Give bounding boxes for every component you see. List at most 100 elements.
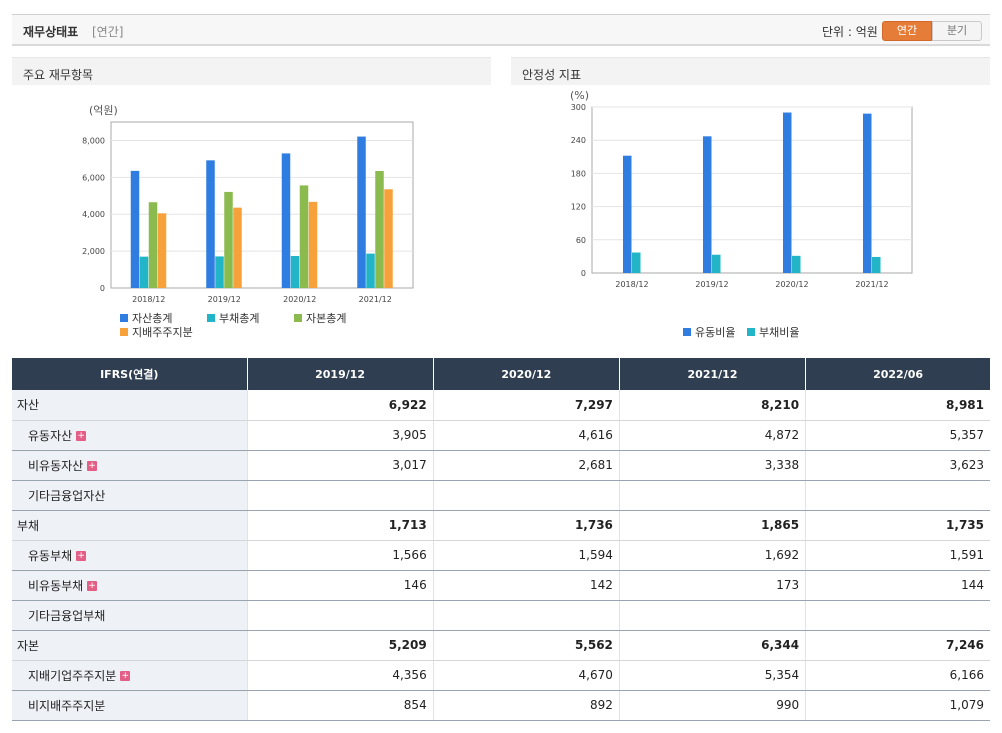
- legend-label: 부채비율: [759, 326, 799, 339]
- value-cell: 5,209: [246, 630, 434, 661]
- header-period-cell: 2021/12: [618, 358, 806, 390]
- bar: [290, 255, 300, 288]
- table-header-row: IFRS(연결) 2019/12 2020/12 2021/12 2022/06: [12, 358, 990, 390]
- value-cell: 854: [246, 690, 434, 721]
- bar: [206, 160, 215, 288]
- value-cell: 1,594: [432, 540, 620, 571]
- value-cell: 3,905: [246, 420, 434, 451]
- value-cell: [432, 600, 620, 631]
- legend-label: 부채총계: [219, 312, 259, 325]
- value-cell: 5,354: [618, 660, 806, 691]
- bar: [130, 170, 140, 288]
- x-tick-label: 2020/12: [283, 295, 316, 304]
- row-label-text: 비유동부채: [28, 578, 84, 593]
- row-label: 부채: [12, 510, 247, 541]
- stability-chart: (%) 0 60 120 180 240 300 2018/12 2019/12 2020/12 2…: [570, 89, 913, 339]
- bar: [872, 256, 881, 273]
- row-label[interactable]: 비유동부채 +: [12, 570, 247, 601]
- expand-icon[interactable]: +: [87, 581, 98, 591]
- x-tick-label: 2019/12: [695, 280, 728, 289]
- bar: [712, 254, 721, 273]
- value-cell: [618, 600, 806, 631]
- table-row: 유동부채 +1,566 1,594 1,692 1,591: [12, 540, 990, 571]
- value-cell: 1,079: [805, 690, 990, 721]
- value-cell: 8,210: [618, 390, 806, 421]
- legend-label: 지배주주지분: [132, 326, 193, 339]
- row-label-text: 비유동자산: [28, 458, 84, 473]
- panel-title: 주요 재무항목: [12, 57, 491, 85]
- expand-icon[interactable]: +: [87, 461, 98, 471]
- table-row: 기타금융업부채: [12, 600, 990, 631]
- table-row: 비지배주주지분 854 892 990 1,079: [12, 690, 990, 721]
- value-cell: 6,922: [246, 390, 434, 421]
- value-cell: 4,356: [246, 660, 434, 691]
- value-cell: 6,344: [618, 630, 806, 661]
- value-cell: 144: [805, 570, 990, 601]
- row-label-text: 기타금융업자산: [28, 488, 106, 503]
- bar: [783, 112, 792, 274]
- section-header: 재무상태표 [연간] 단위 : 억원 연간 분기: [12, 14, 990, 46]
- expand-icon[interactable]: +: [76, 431, 87, 441]
- value-cell: 4,616: [432, 420, 620, 451]
- row-label-text: 부채: [17, 518, 40, 533]
- value-cell: 5,562: [432, 630, 620, 661]
- row-label-text: 자산: [17, 398, 40, 413]
- row-label: 자본: [12, 630, 247, 661]
- legend-label: 자산총계: [132, 312, 172, 325]
- value-cell: 1,735: [805, 510, 990, 541]
- value-cell: 6,166: [805, 660, 990, 691]
- y-axis-label: (억원): [89, 104, 118, 117]
- bar: [366, 253, 375, 288]
- row-label: 자산: [12, 390, 247, 421]
- annual-button[interactable]: 연간: [882, 21, 932, 41]
- quarter-button[interactable]: 분기: [932, 21, 982, 41]
- value-cell: [805, 600, 990, 631]
- y-tick-label: 8,000: [82, 136, 105, 145]
- value-cell: [805, 480, 990, 511]
- row-label[interactable]: 지배기업주주지분 +: [12, 660, 247, 691]
- section-title: 재무상태표: [23, 25, 79, 39]
- y-tick-label: 0: [581, 269, 586, 278]
- table-row: 기타금융업자산: [12, 480, 990, 511]
- plot-area: [591, 106, 913, 274]
- x-tick-label: 2021/12: [855, 280, 888, 289]
- value-cell: 7,246: [805, 630, 990, 661]
- x-tick-label: 2021/12: [359, 295, 392, 304]
- value-cell: 1,692: [618, 540, 806, 571]
- y-tick-label: 2,000: [82, 247, 105, 256]
- panel-title: 안정성 지표: [511, 57, 990, 85]
- row-label: 기타금융업부채: [12, 600, 247, 631]
- expand-icon[interactable]: +: [76, 551, 87, 561]
- y-tick-label: 60: [576, 236, 586, 245]
- value-cell: 4,872: [618, 420, 806, 451]
- row-label[interactable]: 유동자산 +: [12, 420, 247, 451]
- value-cell: 892: [432, 690, 620, 721]
- x-tick-label: 2018/12: [615, 280, 648, 289]
- bar: [299, 185, 309, 288]
- legend-swatch: [120, 328, 128, 336]
- value-cell: 990: [618, 690, 806, 721]
- value-cell: 5,357: [805, 420, 990, 451]
- table-row: 자산 6,922 7,297 8,210 8,981: [12, 390, 990, 421]
- bar: [703, 136, 712, 273]
- value-cell: 8,981: [805, 390, 990, 421]
- row-label-text: 유동부채: [28, 548, 73, 563]
- bar: [384, 189, 393, 288]
- bar: [308, 201, 318, 288]
- stability-panel: 안정성 지표 (%) 0 60 120 180 240 300 2018/12 2019/12 2…: [511, 57, 990, 357]
- value-cell: 1,566: [246, 540, 434, 571]
- legend-swatch: [207, 314, 215, 322]
- bar: [139, 256, 149, 288]
- bar: [632, 252, 641, 273]
- row-label-text: 비지배주주지분: [28, 698, 106, 713]
- value-cell: [246, 600, 434, 631]
- legend-swatch: [294, 314, 302, 322]
- row-label[interactable]: 비유동자산 +: [12, 450, 247, 481]
- value-cell: 3,017: [246, 450, 434, 481]
- expand-icon[interactable]: +: [120, 671, 131, 681]
- row-label[interactable]: 유동부채 +: [12, 540, 247, 571]
- x-tick-label: 2020/12: [775, 280, 808, 289]
- x-tick-label: 2019/12: [208, 295, 241, 304]
- table-row: 지배기업주주지분 +4,356 4,670 5,354 6,166: [12, 660, 990, 691]
- header-period-cell: 2020/12: [432, 358, 620, 390]
